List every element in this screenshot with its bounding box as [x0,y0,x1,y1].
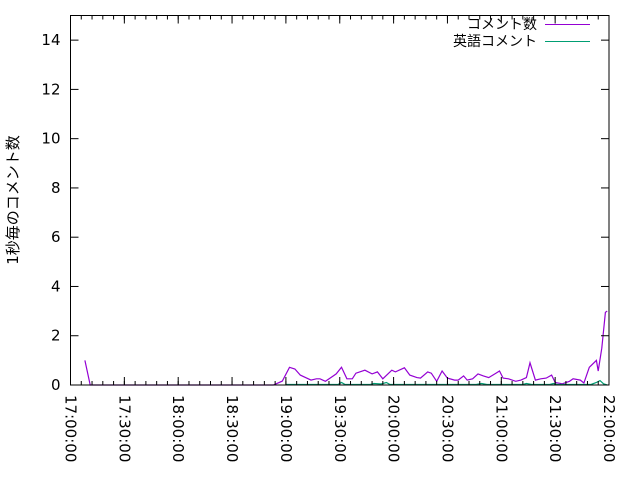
series-layer [84,310,608,386]
y-tick-label: 4 [51,277,61,295]
series-line-english [285,379,608,386]
x-tick-label: 20:30:00 [438,395,456,462]
legend-label-english: 英語コメント [453,33,537,50]
series-line-comments [84,310,608,386]
y-tick-label: 14 [41,31,60,49]
y-tick-label: 8 [51,179,61,197]
y-axis-label: 1秒毎のコメント数 [4,135,22,265]
legend: コメント数 英語コメント [453,17,590,50]
x-tick-label: 21:30:00 [546,395,564,462]
legend-label-comments: コメント数 [467,17,537,33]
x-tick-label: 20:00:00 [385,395,403,462]
x-tick-label: 19:30:00 [331,395,349,462]
x-tick-label: 17:00:00 [62,395,80,462]
y-tick-label: 0 [51,376,61,394]
x-tick-label: 22:00:00 [600,395,618,462]
y-tick-label: 2 [51,327,61,345]
ticks-layer: 17:00:00 17:30:00 18:00:00 18:30:00 19:00:00… [41,15,618,462]
x-tick-label: 19:00:00 [277,395,295,462]
x-tick-label: 21:00:00 [492,395,510,462]
y-tick-label: 10 [41,130,60,148]
plot-frame [70,15,610,386]
x-tick-label: 17:30:00 [115,395,133,462]
y-tick-label: 12 [41,80,60,98]
y-tick-label: 6 [51,228,61,246]
x-tick-label: 18:30:00 [223,395,241,462]
x-tick-label: 18:00:00 [169,395,187,462]
